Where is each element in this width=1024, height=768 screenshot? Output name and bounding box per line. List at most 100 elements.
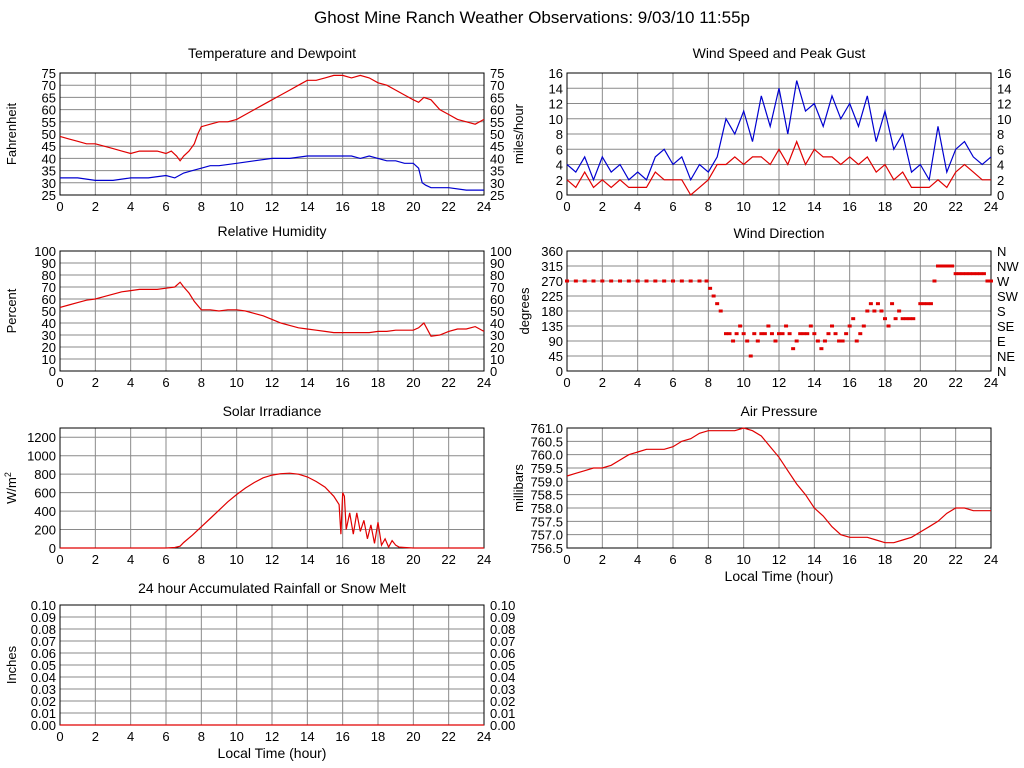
y-tick-label: 135: [541, 319, 563, 334]
y-tick-label-right: 0.07: [490, 634, 515, 649]
y-tick-label-right: 50: [490, 304, 504, 319]
y-tick-label: 0.03: [31, 682, 56, 697]
x-tick-label: 16: [335, 199, 349, 214]
data-point: [865, 309, 870, 313]
y-tick-label: 55: [42, 115, 56, 130]
y-tick-label: 0.07: [31, 634, 56, 649]
x-tick-label: 20: [406, 729, 420, 744]
data-point: [635, 279, 640, 283]
compass-label: W: [997, 274, 1010, 289]
data-point: [741, 332, 746, 336]
data-point: [679, 279, 684, 283]
data-point: [861, 324, 866, 328]
y-tick-label-right: 14: [997, 81, 1011, 96]
compass-label: S: [997, 304, 1006, 319]
data-point: [971, 272, 976, 276]
y-tick-label: 45: [549, 349, 563, 364]
x-tick-label: 4: [634, 199, 641, 214]
data-point: [925, 302, 930, 306]
y-tick-label: 100: [34, 244, 56, 259]
data-point: [600, 279, 605, 283]
x-axis-label: Local Time (hour): [725, 568, 834, 584]
data-point: [946, 264, 951, 268]
chart-rain: 24 hour Accumulated Rainfall or Snow Mel…: [4, 580, 515, 761]
series-line: [59, 74, 485, 162]
data-point: [819, 347, 824, 351]
y-tick-label: 30: [42, 328, 56, 343]
x-tick-label: 20: [406, 552, 420, 567]
data-point: [890, 302, 895, 306]
data-point: [697, 279, 702, 283]
y-tick-label: 70: [42, 78, 56, 93]
plot-frame: [59, 427, 485, 549]
chart-title: Air Pressure: [740, 403, 817, 419]
x-tick-label: 12: [265, 729, 279, 744]
y-tick-label: 50: [42, 127, 56, 142]
data-point: [883, 317, 887, 321]
y-tick-label-right: 12: [997, 97, 1011, 112]
series-line: [566, 80, 992, 182]
x-tick-label: 10: [229, 199, 243, 214]
y-tick-label-right: 0.08: [490, 622, 515, 637]
x-tick-label: 0: [563, 199, 570, 214]
x-tick-label: 8: [705, 552, 712, 567]
y-tick-label: 225: [541, 289, 563, 304]
y-tick-label-right: 0.01: [490, 706, 515, 721]
data-point: [784, 324, 789, 328]
y-tick-label: 761.0: [530, 421, 563, 436]
x-tick-label: 20: [406, 375, 420, 390]
y-tick-label: 40: [42, 151, 56, 166]
data-point: [609, 279, 614, 283]
data-point: [904, 317, 909, 321]
data-point: [759, 332, 764, 336]
data-point: [671, 279, 675, 283]
data-point: [618, 279, 622, 283]
x-tick-label: 10: [736, 199, 750, 214]
y-tick-label: 0.02: [31, 694, 56, 709]
data-point: [967, 272, 972, 276]
series-line: [566, 427, 991, 544]
x-tick-label: 8: [198, 552, 205, 567]
y-tick-label: 80: [42, 268, 56, 283]
y-tick-label: 0: [556, 188, 563, 203]
data-point: [708, 286, 713, 290]
data-point: [738, 324, 743, 328]
data-point: [805, 332, 810, 336]
x-tick-label: 24: [984, 375, 998, 390]
x-tick-label: 14: [807, 552, 821, 567]
y-axis-label-superscript: 2: [3, 472, 13, 477]
x-tick-label: 8: [198, 375, 205, 390]
x-tick-label: 20: [913, 199, 927, 214]
x-tick-label: 22: [441, 199, 455, 214]
y-tick-label: 360: [541, 244, 563, 259]
data-point: [704, 279, 709, 283]
x-tick-label: 24: [477, 729, 491, 744]
chart-title: Wind Speed and Peak Gust: [693, 45, 866, 61]
y-tick-label: 45: [42, 139, 56, 154]
y-tick-label-right: 0.02: [490, 694, 515, 709]
x-tick-label: 6: [162, 199, 169, 214]
y-tick-label: 759.5: [530, 461, 563, 476]
y-tick-label: 270: [541, 274, 563, 289]
compass-label: N: [997, 364, 1006, 379]
x-tick-label: 22: [441, 552, 455, 567]
x-tick-label: 12: [772, 552, 786, 567]
y-tick-label-right: 55: [490, 115, 504, 130]
x-tick-label: 0: [563, 375, 570, 390]
y-tick-label-right: 60: [490, 292, 504, 307]
y-tick-label: 25: [42, 188, 56, 203]
data-point: [727, 332, 732, 336]
chart-title: Solar Irradiance: [223, 403, 322, 419]
data-point: [872, 309, 877, 313]
y-tick-label: 50: [42, 304, 56, 319]
data-point: [777, 332, 781, 336]
x-tick-label: 2: [599, 375, 606, 390]
y-tick-label: 2: [556, 173, 563, 188]
x-tick-label: 12: [265, 375, 279, 390]
chart-title: Relative Humidity: [218, 223, 327, 239]
compass-label: NW: [997, 259, 1019, 274]
y-tick-label: 0.00: [31, 718, 56, 733]
x-tick-label: 12: [772, 375, 786, 390]
